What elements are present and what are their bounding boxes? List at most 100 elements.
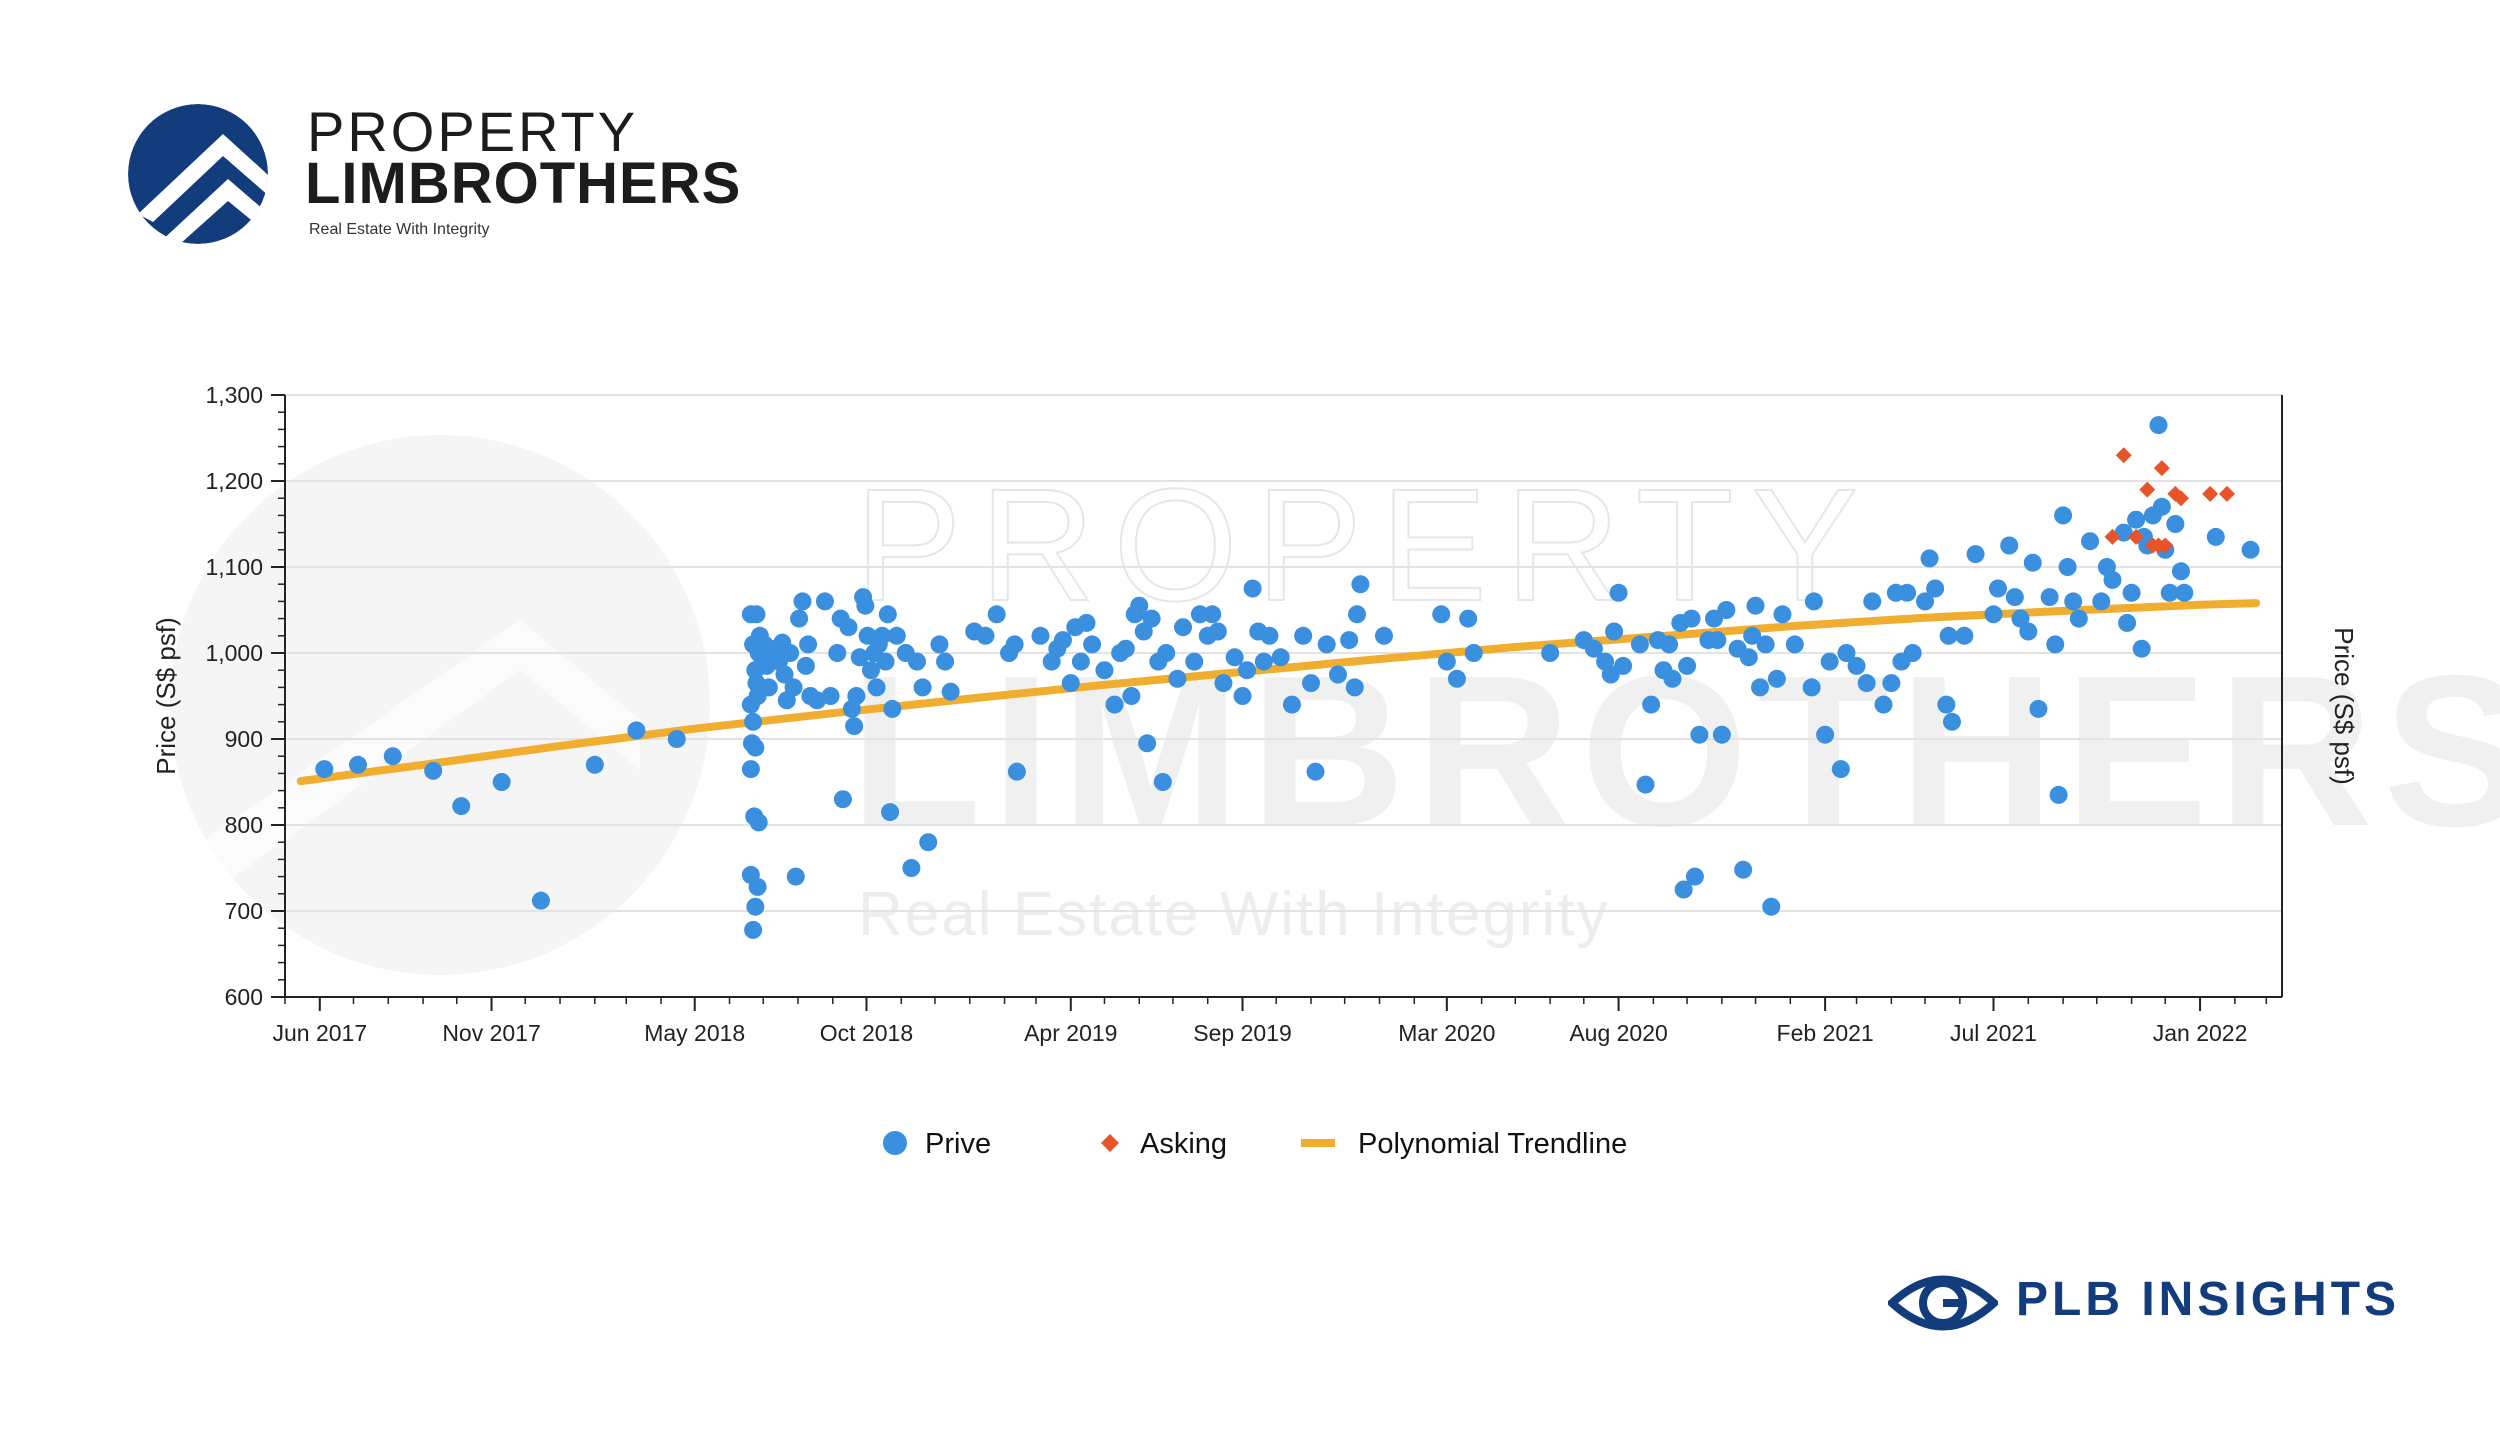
legend: Prive Asking Polynomial Trendline [883, 1128, 1627, 1160]
prive-point [1609, 583, 1628, 602]
prive-point [1168, 669, 1187, 688]
x-tick-label: Sep 2019 [1193, 1020, 1291, 1046]
prive-point [2019, 622, 2038, 641]
prive-point [1437, 652, 1456, 671]
prive-point [1734, 860, 1753, 879]
prive-point [2058, 558, 2077, 576]
prive-point [1874, 695, 1893, 714]
watermark-line1: PROPERTY [855, 455, 1876, 634]
prive-point [1208, 622, 1227, 641]
prive-point [1122, 687, 1141, 705]
x-tick-label: May 2018 [644, 1020, 745, 1046]
prive-point [1785, 635, 1804, 654]
prive-point [1751, 678, 1770, 697]
prive-point [2011, 609, 2030, 628]
prive-point [883, 699, 902, 718]
prive-point [1459, 609, 1478, 628]
prive-point [1674, 880, 1693, 899]
prive-point [987, 605, 1006, 624]
prive-point [748, 877, 767, 896]
prive-point [1328, 665, 1347, 684]
prive-point [1743, 626, 1762, 645]
asking-point [2153, 460, 2170, 477]
prive-point [1863, 592, 1882, 611]
prive-point [1061, 674, 1080, 693]
prive-point [667, 730, 686, 748]
prive-point [828, 644, 847, 662]
prive-point [746, 897, 765, 916]
asking-point [2128, 528, 2145, 545]
prive-point [919, 833, 938, 852]
prive-point [799, 635, 818, 654]
watermark-line3: Real Estate With Integrity [858, 880, 1610, 949]
prive-point [2005, 588, 2024, 607]
prive-point [2049, 785, 2068, 804]
asking-point [2157, 537, 2174, 554]
brand-tagline: Real Estate With Integrity [309, 221, 490, 238]
prive-point [1071, 652, 1090, 671]
prive-point [2127, 510, 2146, 529]
prive-point [1130, 596, 1149, 615]
prive-point [2171, 562, 2190, 581]
prive-point [2081, 532, 2100, 551]
prive-point [1351, 575, 1370, 594]
prive-point [1937, 695, 1956, 714]
prive-point [1642, 695, 1661, 714]
prive-point [1294, 626, 1313, 645]
prive-point [1898, 583, 1917, 602]
prive-point [1847, 656, 1866, 675]
prive-point [492, 773, 511, 791]
prive-point [1926, 579, 1945, 598]
prive-point [887, 626, 906, 645]
prive-point [1157, 644, 1176, 662]
prive-point [2092, 592, 2111, 611]
x-tick-label: Feb 2021 [1777, 1020, 1874, 1046]
asking-point [2202, 485, 2219, 502]
y-tick-label: 1,300 [205, 382, 263, 408]
prive-point [941, 682, 960, 701]
prive-point [867, 678, 886, 697]
prive-point [1663, 669, 1682, 688]
prive-point [1306, 762, 1325, 781]
prive-point [1340, 631, 1359, 650]
prive-point [1636, 775, 1655, 794]
prive-point [383, 747, 402, 766]
prive-point [861, 661, 880, 680]
axes: 600 700 800 900 1,000 1,100 1,200 1,300 Jun 2017… [151, 382, 2359, 1046]
prive-point [936, 652, 955, 671]
prive-point [2103, 570, 2122, 589]
legend-prive-marker [883, 1131, 907, 1155]
prive-point [2166, 515, 2185, 533]
prive-point [1820, 652, 1839, 671]
prive-point [1682, 609, 1701, 628]
prive-point [2064, 592, 2083, 611]
y-tick-label: 600 [225, 984, 263, 1010]
prive-point [913, 678, 932, 697]
prive-point [1254, 652, 1273, 671]
prive-point [747, 605, 766, 624]
prive-point [873, 626, 892, 645]
prive-point [1630, 635, 1649, 654]
prive-point [1005, 635, 1024, 654]
prive-point [2054, 506, 2073, 525]
y-tick-label: 900 [225, 726, 263, 752]
prive-point [2029, 699, 2048, 718]
prive-point [1464, 644, 1483, 662]
prive-point [1116, 639, 1135, 658]
prive-point [1966, 545, 1985, 564]
asking-point [2104, 528, 2121, 545]
prive-point [1302, 674, 1321, 693]
prive-point [741, 695, 760, 714]
prive-point [2206, 527, 2225, 546]
prive-point [1708, 631, 1727, 650]
prive-point [902, 859, 921, 877]
prive-point [744, 712, 763, 731]
prive-point [1984, 605, 2003, 624]
prive-point [2132, 639, 2151, 658]
prive-point [2149, 416, 2168, 435]
prive-point [424, 761, 443, 780]
prive-point [815, 592, 834, 611]
prive-point [741, 760, 760, 779]
prive-point [1605, 622, 1624, 641]
legend-prive-label: Prive [925, 1128, 991, 1160]
